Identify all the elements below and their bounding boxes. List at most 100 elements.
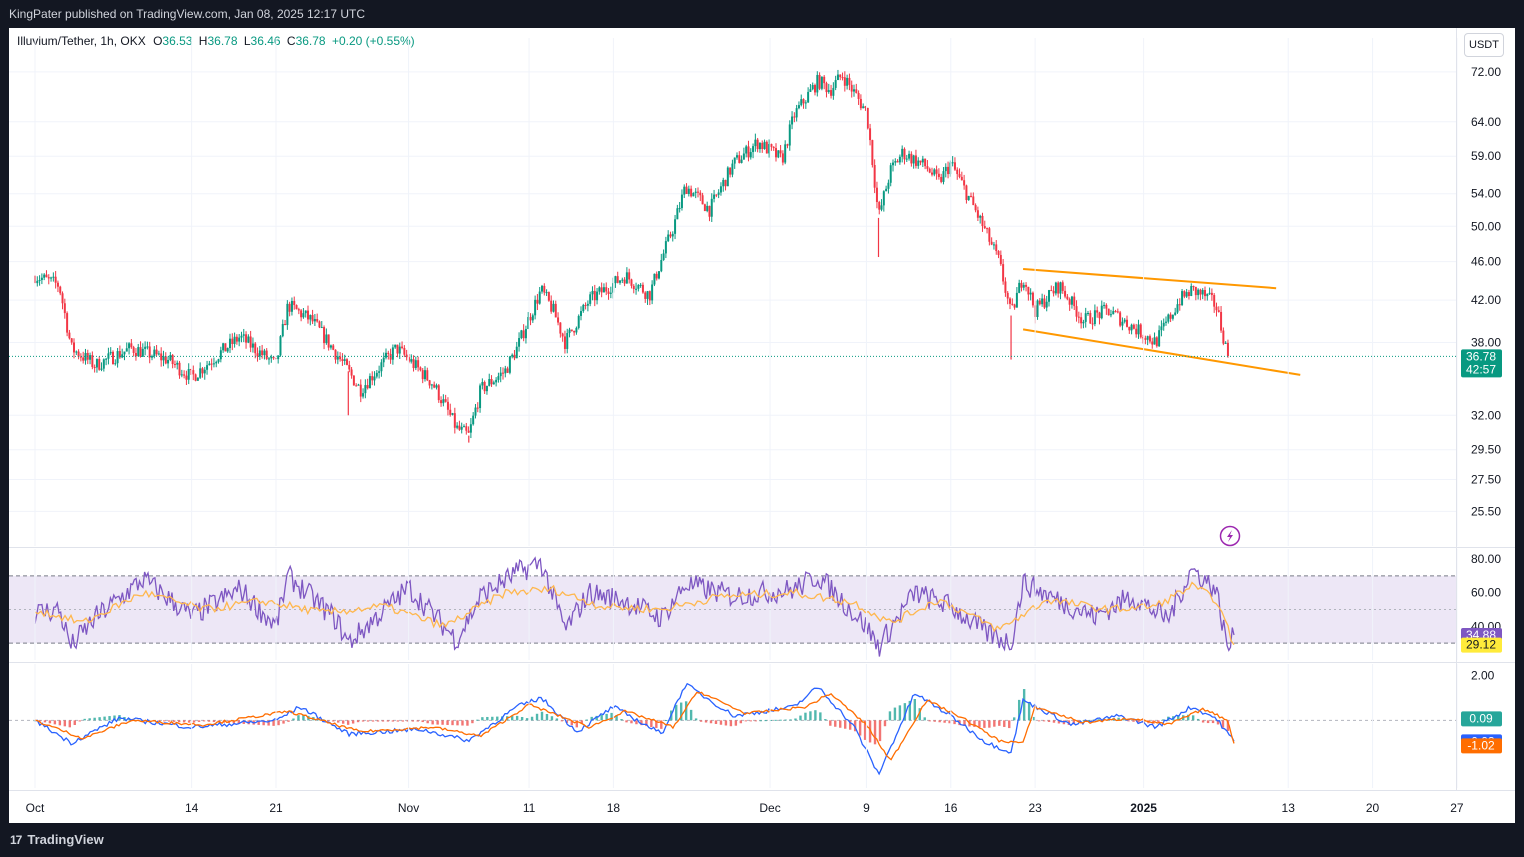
macd-histogram-bar [834,720,837,727]
candle-body [811,85,814,90]
candle-body [747,146,750,158]
candle-body [536,299,539,304]
candle-body [878,202,881,210]
macd-histogram-bar [1177,715,1180,721]
macd-histogram-bar [863,720,867,740]
macd-histogram-bar [471,720,474,724]
candle-body [210,363,213,365]
macd-histogram-bar [580,720,583,724]
candle-body [903,148,906,160]
macd-histogram-bar [496,716,499,721]
macd-histogram-bar [620,719,623,721]
candle-body [541,285,544,292]
candle-body [793,116,796,118]
candle-body [1075,306,1078,317]
candle-body [848,77,851,85]
macd-histogram-bar [1186,714,1190,721]
chart-canvas[interactable]: 72.00 64.00 59.00 54.00 50.00 46.00 42.00 38.00… [9,28,1515,823]
macd-histogram-bar [839,720,842,728]
candle-body [807,91,810,103]
candle-body [316,319,319,322]
candle-body [1036,300,1039,317]
macd-histogram-bar [1017,699,1021,721]
candle-body [979,215,982,218]
candle-body [1201,289,1204,295]
candle-body [258,350,261,357]
macd-histogram-bar [814,710,817,721]
candle-body [552,303,555,312]
candle-body [382,357,385,363]
macd-histogram-bar [645,720,648,727]
candle-body [1222,330,1225,344]
candle-body [1142,337,1145,339]
candle-body [251,343,254,348]
macd-histogram-bar [376,720,380,722]
candle-body [628,272,631,280]
price-tick-label: 42.00 [1471,293,1501,307]
macd-histogram-bar [943,720,946,723]
macd-histogram-bar [98,717,101,721]
candle-body [1121,321,1124,326]
candle-body [554,303,557,318]
price-tick-label: 64.00 [1471,115,1501,129]
candle-body [1171,314,1174,319]
candle-body [311,315,314,322]
time-tick-label: 14 [185,801,199,815]
footer-bar: 17 TradingView [0,823,1524,857]
macd-histogram-bar [908,700,912,721]
macd-histogram-bar [1211,720,1215,724]
candle-body [1009,298,1012,304]
symbol-label[interactable]: Illuvium/Tether, 1h, OKX [17,34,146,48]
candle-body [332,345,335,350]
macd-histogram-bar [630,720,633,724]
candle-body [378,371,381,373]
candle-body [956,169,959,175]
candle-body [944,166,947,172]
chart-frame[interactable]: Illuvium/Tether, 1h, OKX O36.53 H36.78 L… [9,28,1515,823]
candle-body [270,356,273,359]
macd-histogram-bar [351,720,355,724]
candle-body [1199,289,1202,295]
candle-body [336,356,339,360]
candle-body [1119,312,1122,326]
price-tick-label: 32.00 [1471,408,1501,422]
candle-body [157,353,160,355]
candle-body [669,234,672,237]
candle-body [66,313,69,333]
candle-body [458,425,461,430]
candle-body [401,346,404,348]
candle-body [729,167,732,175]
tradingview-logo[interactable]: 17 TradingView [10,832,104,847]
candle-body [485,385,488,392]
candle-body [823,76,826,84]
candle-body [580,311,583,316]
candle-body [664,241,667,254]
price-pane [9,69,1456,512]
macd-histogram-bar [923,717,926,721]
rsi-ma-value-tag: 29.12 [1466,638,1496,652]
macd-histogram-bar [694,718,698,721]
candle-body [1022,284,1025,288]
macd-histogram-bar [451,720,454,726]
macd-histogram-bar [625,720,628,723]
candle-body [224,343,227,352]
macd-histogram-bar [381,720,385,722]
macd-histogram-bar [476,719,479,721]
macd-histogram-bar [1013,717,1016,721]
candle-body [112,351,115,365]
macd-histogram-bar [327,720,330,722]
currency-button[interactable]: USDT [1464,33,1504,57]
candle-body [499,372,502,377]
candle-body [151,356,154,358]
candle-body [1197,289,1200,296]
macd-histogram-bar [456,720,459,726]
candle-body [474,407,477,416]
macd-histogram-bar [267,720,270,726]
macd-histogram-bar [769,719,772,721]
candle-body [100,368,103,370]
candle-body [217,359,220,362]
macd-histogram-bar [1003,720,1006,727]
candle-body [160,353,163,361]
macd-histogram-bar [93,717,96,721]
macd-histogram-bar [337,720,340,723]
